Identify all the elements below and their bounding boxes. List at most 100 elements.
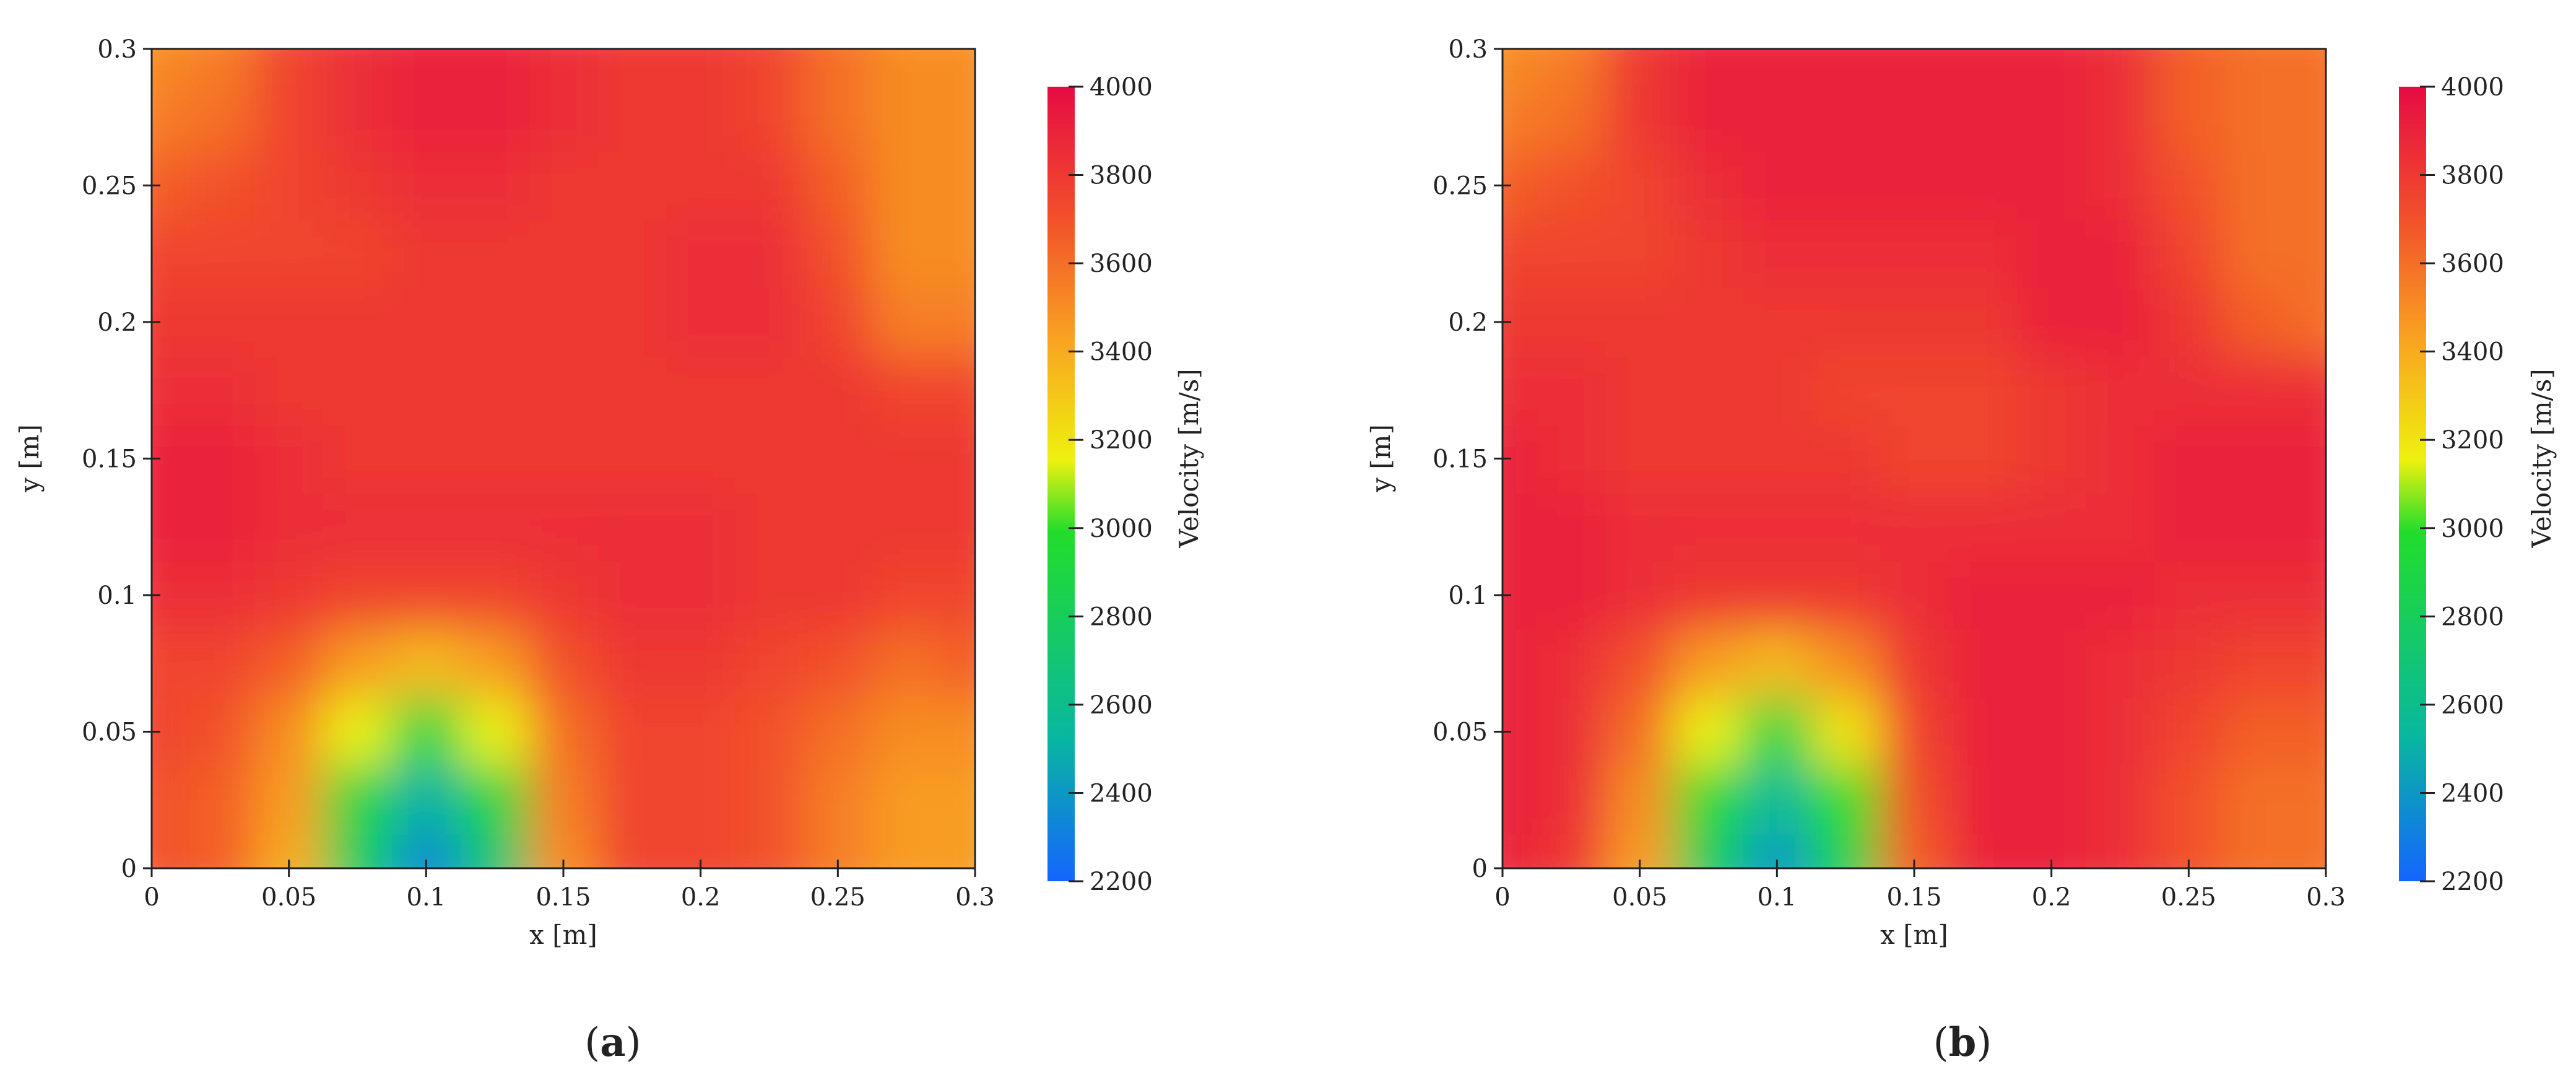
- heat-cell: [391, 629, 461, 699]
- heat-cell: [391, 151, 461, 220]
- heat-cell: [391, 49, 461, 84]
- heat-cell: [391, 765, 461, 835]
- heat-cell: [1742, 83, 1812, 152]
- heat-cell: [460, 765, 530, 835]
- y-tick-label: 0.15: [82, 445, 137, 474]
- x-tick-label: 0.3: [2306, 883, 2346, 912]
- heat-cell: [872, 492, 942, 562]
- heat-cell: [1503, 492, 1538, 562]
- heat-cell: [803, 219, 873, 289]
- heat-cell: [1742, 765, 1812, 835]
- colorbar-tick-label: 3800: [1090, 162, 1153, 190]
- heat-cell: [2017, 219, 2087, 289]
- heat-cell: [1948, 151, 2018, 220]
- heat-cell: [254, 629, 324, 699]
- heat-cell: [2223, 629, 2292, 699]
- heat-cell: [254, 151, 324, 220]
- colorbar-tick-label: 3200: [1090, 426, 1153, 455]
- heat-cell: [803, 49, 873, 84]
- heat-cell: [1948, 560, 2018, 630]
- heat-cell: [1674, 151, 1743, 220]
- heat-cell: [2017, 151, 2087, 220]
- heat-cell: [323, 629, 392, 699]
- heat-cell: [803, 560, 873, 630]
- heat-cell: [2223, 287, 2292, 357]
- heat-cell: [597, 219, 667, 289]
- heat-cell: [2291, 356, 2326, 425]
- heat-cell: [2291, 629, 2326, 699]
- heat-cell: [186, 356, 256, 425]
- heat-cell: [1742, 697, 1812, 767]
- heat-cell: [597, 424, 667, 494]
- heat-cell: [1605, 492, 1675, 562]
- heat-cell: [2223, 834, 2292, 868]
- heat-cell: [735, 219, 804, 289]
- y-tick-label: 0.15: [1433, 445, 1488, 474]
- heat-cell: [2223, 49, 2292, 84]
- heat-cell: [152, 492, 187, 562]
- heat-cell: [391, 356, 461, 425]
- heat-cell: [2017, 424, 2087, 494]
- heat-cell: [323, 560, 392, 630]
- heat-cell: [2291, 219, 2326, 289]
- y-tick-label: 0.05: [1433, 718, 1488, 747]
- heat-cell: [1742, 49, 1812, 84]
- colorbar-tick-label: 3200: [2441, 426, 2504, 455]
- heat-cell: [2291, 492, 2326, 562]
- heat-cell: [666, 492, 736, 562]
- heat-cell: [2017, 629, 2087, 699]
- x-tick-label: 0.1: [1758, 883, 1797, 912]
- heat-cell: [152, 83, 187, 152]
- x-tick-label: 0.1: [407, 883, 446, 912]
- heat-cell: [391, 424, 461, 494]
- heat-cell: [1880, 560, 1949, 630]
- heat-cell: [323, 83, 392, 152]
- heat-cell: [872, 424, 942, 494]
- heat-cell: [1880, 83, 1949, 152]
- x-tick-label: 0.25: [2161, 883, 2216, 912]
- heat-cell: [735, 492, 804, 562]
- heat-cell: [1742, 629, 1812, 699]
- heat-cell: [1880, 49, 1949, 84]
- heat-cell: [1537, 765, 1607, 835]
- colorbar-a: 2200 2400 2600 2800 3000 3200 3400 3600 3800 4000: [1047, 73, 1153, 896]
- heat-cell: [1948, 492, 2018, 562]
- heat-cell: [1742, 356, 1812, 425]
- heat-cell: [254, 356, 324, 425]
- heat-cell: [666, 697, 736, 767]
- heat-cell: [1674, 424, 1743, 494]
- heat-cell: [666, 629, 736, 699]
- heat-cell: [2291, 765, 2326, 835]
- heat-cell: [1880, 629, 1949, 699]
- heat-cell: [1880, 424, 1949, 494]
- colorbar-tick-label: 2600: [2441, 691, 2504, 720]
- heat-cell: [2017, 697, 2087, 767]
- heat-cell: [1537, 356, 1607, 425]
- heat-cell: [803, 356, 873, 425]
- heat-cell: [254, 424, 324, 494]
- heat-cell: [2291, 424, 2326, 494]
- heat-cell: [940, 83, 975, 152]
- heat-cell: [186, 49, 256, 84]
- colorbar-tick-label: 3000: [1090, 515, 1153, 543]
- panel-label-a: (a): [584, 1019, 641, 1066]
- heat-cell: [940, 629, 975, 699]
- colorbar-tick-label: 3400: [2441, 338, 2504, 367]
- colorbar-tick-label: 2600: [1090, 691, 1153, 720]
- heat-cell: [529, 424, 599, 494]
- heat-cell: [940, 424, 975, 494]
- heat-cell: [1674, 49, 1743, 84]
- y-axis-label-a: y [m]: [14, 424, 45, 493]
- heat-cell: [186, 697, 256, 767]
- heat-cell: [1605, 765, 1675, 835]
- x-tick-label: 0.25: [810, 883, 865, 912]
- heat-cell: [1674, 560, 1743, 630]
- heat-cell: [872, 356, 942, 425]
- colorbar-tick-label: 3800: [2441, 162, 2504, 190]
- y-tick-label: 0.3: [97, 35, 137, 64]
- heat-cell: [2223, 219, 2292, 289]
- heat-cell: [323, 287, 392, 357]
- heat-cell: [2291, 560, 2326, 630]
- heat-cell: [1674, 219, 1743, 289]
